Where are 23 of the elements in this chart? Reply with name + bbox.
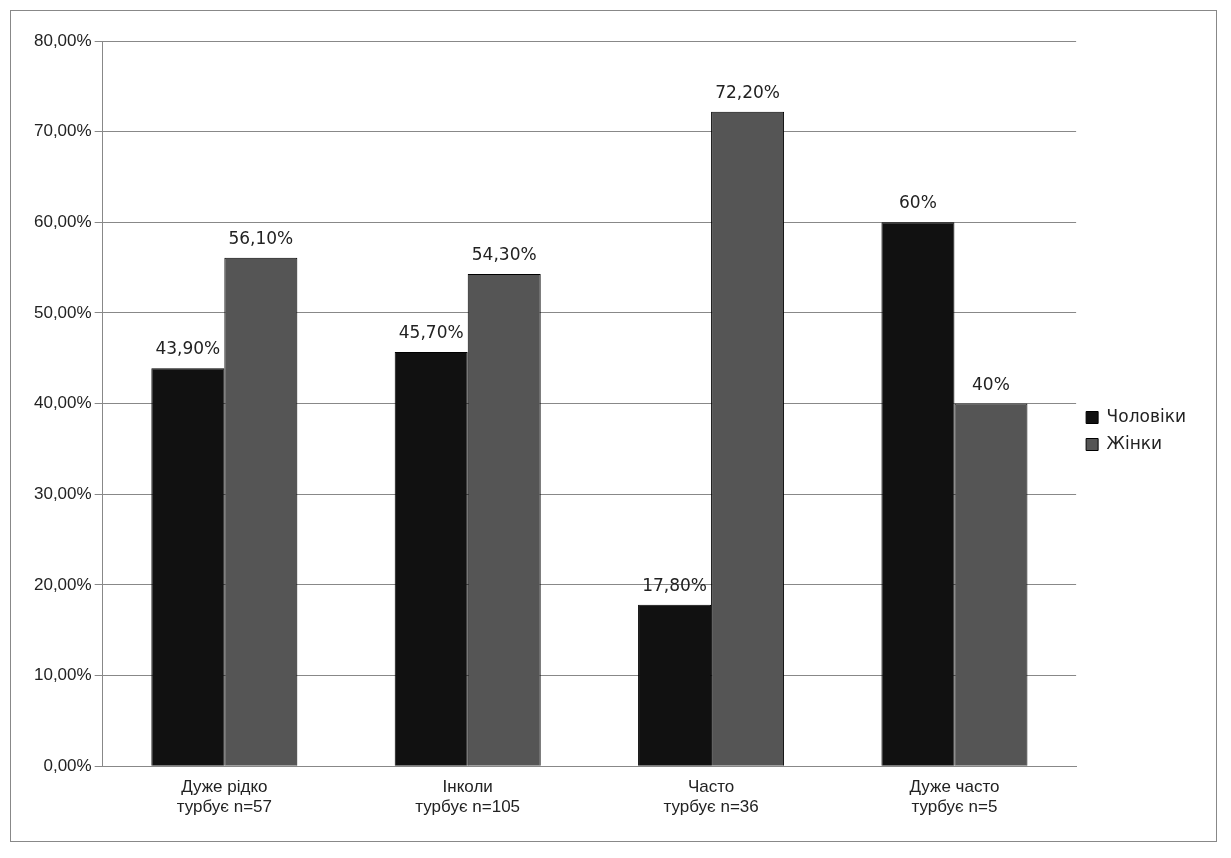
data-label: 54,30% (471, 243, 537, 264)
data-label: 60% (899, 192, 937, 213)
data-label: 17,80% (642, 574, 707, 595)
x-tick-label: Дуже рідко турбує n=57 (176, 777, 272, 817)
y-tick-label: 40,00% (33, 393, 92, 413)
y-tick-label: 30,00% (33, 483, 92, 503)
y-tick-label: 0,00% (43, 755, 92, 775)
y-tick-label: 60,00% (33, 211, 92, 231)
x-tick-label: Часто турбує n=36 (663, 777, 759, 817)
y-tick-label: 10,00% (33, 665, 92, 685)
data-label: 56,10% (228, 227, 294, 248)
x-tick-label: Дуже часто турбує n=5 (909, 777, 1000, 817)
y-tick-label: 50,00% (33, 302, 92, 322)
y-tick-label: 70,00% (33, 121, 92, 141)
legend-label: Чоловіки (1106, 405, 1187, 426)
data-label: 45,70% (398, 321, 464, 342)
y-tick-label: 20,00% (33, 574, 92, 594)
data-label: 72,20% (715, 81, 780, 102)
data-label: 40% (972, 373, 1010, 394)
legend-label: Жінки (1106, 432, 1163, 453)
data-label: 43,90% (155, 338, 221, 359)
y-tick-label: 80,00% (33, 30, 92, 50)
x-tick-label: Інколи турбує n=105 (415, 777, 521, 817)
